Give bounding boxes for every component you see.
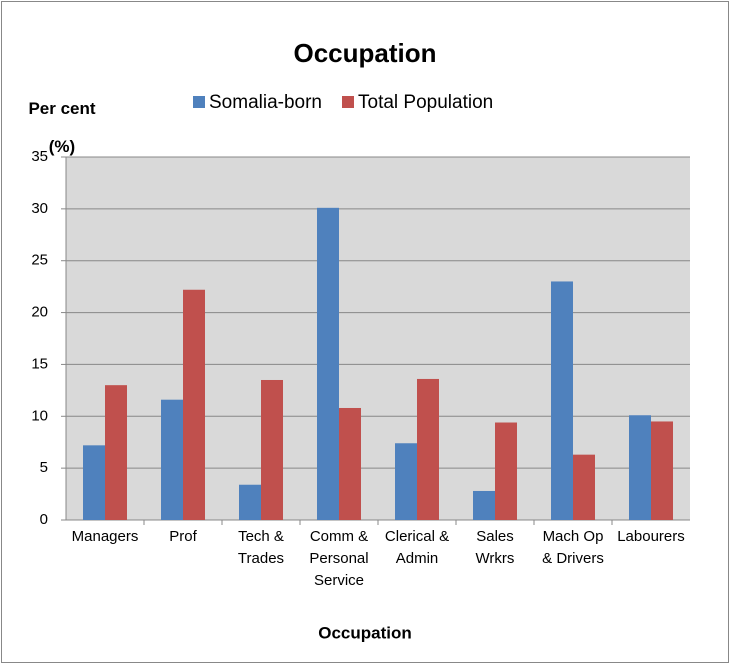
bar: [105, 385, 127, 520]
bar: [83, 445, 105, 520]
y-tick-label: 15: [31, 355, 48, 372]
x-tick-label: Prof: [169, 528, 197, 545]
bar: [183, 289, 205, 520]
legend-swatch: [342, 96, 354, 108]
y-tick-label: 30: [31, 200, 48, 217]
bar: [629, 415, 651, 520]
legend-label: Somalia-born: [209, 92, 322, 113]
bar: [317, 207, 339, 520]
x-tick-label: Tech & Trades: [237, 528, 285, 567]
x-tick-label: Sales Wrkrs: [475, 528, 515, 567]
bar: [261, 379, 283, 520]
bar: [417, 378, 439, 520]
plot-area: [66, 157, 690, 520]
bar: [239, 484, 261, 520]
x-tick-label: Labourers: [617, 528, 685, 545]
bar: [651, 421, 673, 520]
y-tick-label: 25: [31, 252, 48, 269]
bar: [495, 422, 517, 520]
bar: [573, 454, 595, 520]
y-tick-label: 10: [31, 407, 48, 424]
x-tick-label: Comm & Personal Service: [309, 528, 369, 589]
bar: [395, 443, 417, 520]
chart-title: Occupation: [293, 38, 436, 68]
x-axis-title: Occupation: [318, 623, 412, 642]
bar: [339, 407, 361, 520]
bar: [473, 490, 495, 520]
y-tick-label: 0: [40, 511, 48, 528]
y-axis-title: Per cent (%): [28, 99, 96, 156]
legend-label: Total Population: [358, 92, 493, 113]
bar: [551, 281, 573, 520]
y-tick-label: 5: [40, 459, 48, 476]
x-tick-label: Mach Op & Drivers: [542, 528, 604, 567]
y-tick-label: 35: [31, 148, 48, 165]
bar: [161, 399, 183, 520]
legend-swatch: [193, 96, 205, 108]
x-tick-label: Clerical & Admin: [384, 528, 450, 567]
x-tick-label: Managers: [71, 528, 139, 545]
y-tick-label: 20: [31, 304, 48, 321]
